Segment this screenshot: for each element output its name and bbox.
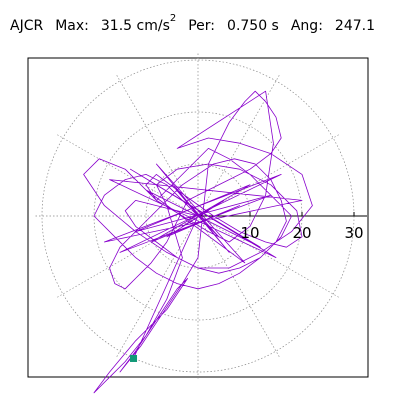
orbit-trace [83,90,313,394]
ang-label: Ang: [290,17,323,34]
per-label: Per: [188,17,216,34]
trace-group [83,90,313,394]
radial-tick-label: 30 [344,224,363,242]
ang-value: 247.1 [334,17,376,34]
station-code: AJCR [10,17,44,34]
max-exponent: 2 [169,13,177,24]
end-marker [130,354,138,362]
grid-spoke [115,73,199,217]
chart-header: AJCR Max: 31.5 cm/s2 Per: 0.750 s Ang: 247.1 [10,13,387,34]
grid-spoke [115,215,199,359]
max-label: Max: [55,17,89,34]
grid-spoke [197,215,281,359]
grid-spoke [197,215,341,299]
end-marker-group [130,354,138,362]
radial-tick-label: 20 [292,224,311,242]
grid-spoke [55,215,199,299]
per-value: 0.750 s [227,17,279,34]
max-value: 31.5 cm/s2 [100,13,177,34]
tick-labels: 10 20 30 [240,224,363,242]
radial-tick-label: 10 [240,224,259,242]
grid-spoke [55,133,199,217]
